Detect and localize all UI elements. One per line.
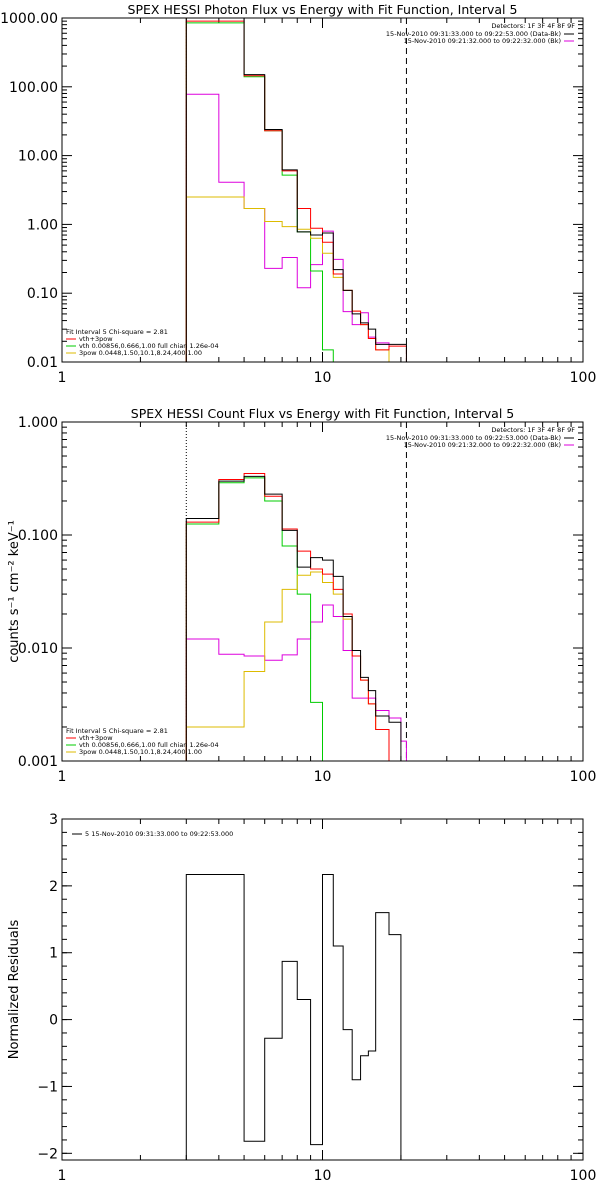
key-label: 5 15-Nov-2010 09:31:33.000 to 09:22:53.0… <box>85 830 233 838</box>
series-group <box>185 873 407 1160</box>
key-label: 15-Nov-2010 09:21:32.000 to 09:22:32.000… <box>404 441 561 449</box>
x-tick-label: 100 <box>570 769 597 785</box>
series-line <box>185 475 407 761</box>
series-group <box>185 473 407 761</box>
x-tick-label: 1 <box>58 1168 67 1184</box>
series-group <box>185 18 407 362</box>
x-tick-label: 100 <box>570 370 597 386</box>
detectors-label: Detectors: 1F 3F 4F 8F 9F <box>491 22 575 30</box>
series-line <box>185 18 407 362</box>
key-label: 15-Nov-2010 09:31:33.000 to 09:22:53.000… <box>386 434 561 442</box>
x-tick-label: 10 <box>314 1168 332 1184</box>
y-tick-label: 0.10 <box>27 286 58 302</box>
x-tick-label: 10 <box>314 370 332 386</box>
key-label: 15-Nov-2010 09:21:32.000 to 09:22:32.000… <box>404 37 561 45</box>
y-tick-label: 3 <box>49 812 58 828</box>
fit-legend-label: vth 0.00856,0.666,1.00 full chian 1.26e-… <box>79 741 219 749</box>
chart-title: SPEX HESSI Count Flux vs Energy with Fit… <box>131 406 514 421</box>
series-line <box>185 473 407 761</box>
series-line <box>185 93 407 362</box>
plot-frame <box>61 17 584 363</box>
fit-legend-label: vth 0.00856,0.666,1.00 full chian 1.26e-… <box>79 342 219 350</box>
y-tick-label: 0.01 <box>27 355 58 371</box>
chart-3: 1 10 100 −2 −1 0 1 2 3 Normalized Residuals 5 15-N… <box>7 812 596 1184</box>
series-line <box>185 477 407 761</box>
y-tick-label: 0 <box>49 1013 58 1029</box>
plot-frame <box>61 818 584 1161</box>
series-line <box>185 604 407 761</box>
x-tick-label: 10 <box>314 769 332 785</box>
y-tick-label: 0.010 <box>18 641 58 657</box>
y-tick-label: 1 <box>49 946 58 962</box>
chart-2: SPEX HESSI Count Flux vs Energy with Fit… <box>7 406 596 785</box>
x-tick-label: 100 <box>570 1168 597 1184</box>
y-tick-label: −2 <box>37 1146 58 1162</box>
y-tick-label: 0.100 <box>18 528 58 544</box>
y-axis-label: Normalized Residuals <box>7 920 22 1060</box>
series-line <box>185 22 407 362</box>
key-label: 15-Nov-2010 09:31:33.000 to 09:22:53.000… <box>386 30 561 38</box>
chart-title: SPEX HESSI Photon Flux vs Energy with Fi… <box>128 2 518 17</box>
fit-legend-label: vth+3pow <box>79 734 113 742</box>
fit-legend-label: 3pow 0.0448,1.50,10.1,8.24,400,1.00 <box>79 349 202 357</box>
fit-legend-header: Fit Interval 5 Chi-square = 2.81 <box>66 727 168 735</box>
y-tick-label: 1.000 <box>18 415 58 431</box>
y-tick-label: 0.001 <box>18 754 58 770</box>
y-tick-label: 100.00 <box>9 80 58 96</box>
fit-legend-label: 3pow 0.0448,1.50,10.1,8.24,400,1.00 <box>79 748 202 756</box>
x-tick-label: 1 <box>58 370 67 386</box>
y-tick-label: −1 <box>37 1079 58 1095</box>
fit-legend-label: vth+3pow <box>79 335 113 343</box>
y-axis-label: counts s⁻¹ cm⁻² keV⁻¹ <box>7 520 22 663</box>
series-line <box>185 873 407 1160</box>
plot-frame <box>61 421 584 762</box>
fit-legend-header: Fit Interval 5 Chi-square = 2.81 <box>66 328 168 336</box>
chart-1: SPEX HESSI Photon Flux vs Energy with Fi… <box>0 2 596 386</box>
y-tick-label: 1000.00 <box>0 11 58 27</box>
y-tick-label: 10.00 <box>18 149 58 165</box>
y-tick-label: 1.00 <box>27 217 58 233</box>
detectors-label: Detectors: 1F 3F 4F 8F 9F <box>491 426 575 434</box>
x-tick-label: 1 <box>58 769 67 785</box>
series-line <box>185 571 407 761</box>
y-tick-label: 2 <box>49 879 58 895</box>
series-line <box>185 20 407 362</box>
